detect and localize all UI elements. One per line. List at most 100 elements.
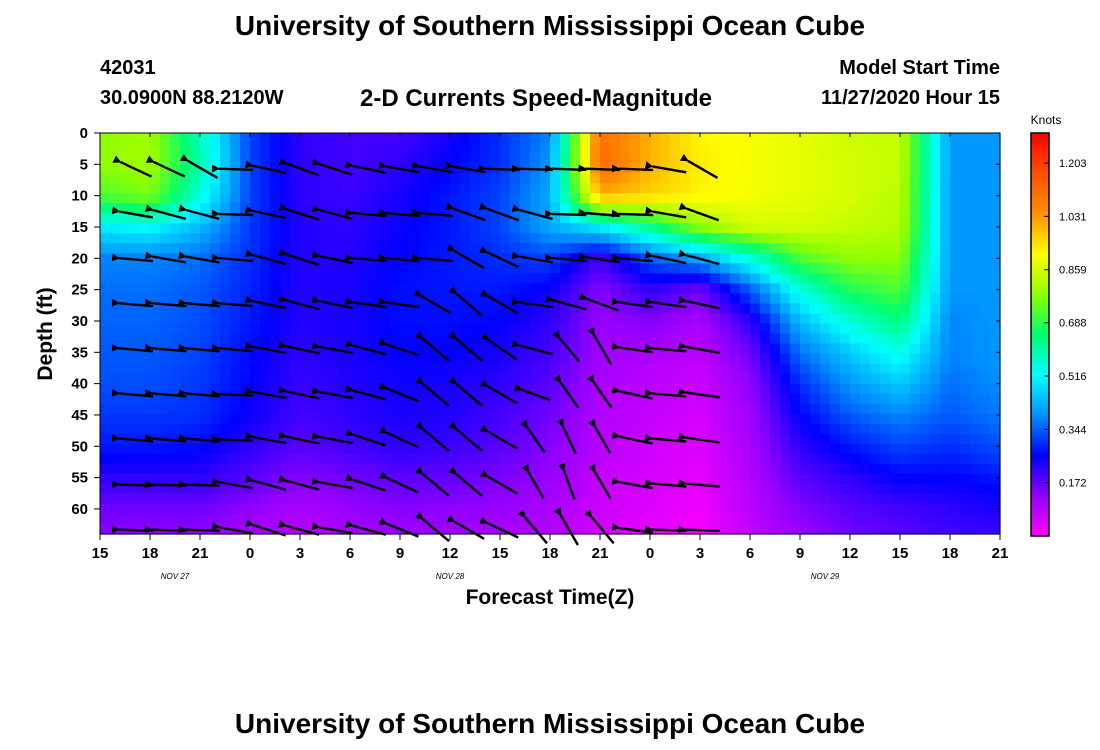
heat-cell [200,153,211,164]
heat-cell [410,503,421,515]
heat-cell [990,493,1001,505]
heat-cell [140,253,151,264]
heat-cell [320,313,331,325]
heat-cell [640,423,651,435]
heat-cell [780,353,791,365]
heat-cell [890,163,901,174]
heat-cell [380,403,391,415]
heat-cell [790,353,801,365]
heat-cell [990,163,1001,174]
heat-cell [460,263,471,274]
heat-cell [930,383,941,395]
heat-cell [780,293,791,305]
heat-cell [190,263,201,274]
heat-cell [630,393,641,405]
heat-cell [640,193,651,204]
heat-cell [700,493,711,505]
heat-cell [630,293,641,305]
heat-cell [950,343,961,355]
heat-cell [260,133,271,144]
heat-cell [780,463,791,475]
heat-cell [930,393,941,405]
heat-cell [670,493,681,505]
heat-cell [470,223,481,234]
heat-cell [430,473,441,485]
heat-cell [740,323,751,335]
heat-cell [160,413,171,425]
heat-cell [460,243,471,254]
heat-cell [430,413,441,425]
heat-cell [840,303,851,315]
heat-cell [900,213,911,224]
heat-cell [720,513,731,525]
x-axis-label: Forecast Time(Z) [466,586,635,609]
heat-cell [250,333,261,345]
heat-cell [360,353,371,365]
heat-cell [920,453,931,465]
heat-cell [540,193,551,204]
heat-cell [930,223,941,234]
heat-cell [420,483,431,495]
heat-cell [510,203,521,214]
heat-cell [380,143,391,154]
heat-cell [560,323,571,335]
heat-cell [810,503,821,515]
heat-cell [460,133,471,144]
heat-cell [360,403,371,415]
heat-cell [750,363,761,375]
heat-cell [820,233,831,244]
heat-cell [890,383,901,395]
heat-cell [780,443,791,455]
x-tick-label: 21 [192,545,209,562]
heat-cell [710,433,721,445]
heat-cell [410,443,421,455]
heat-cell [280,233,291,244]
heat-cell [550,343,561,355]
heat-cell [970,163,981,174]
heat-cell [760,343,771,355]
heat-cell [910,493,921,505]
heat-cell [720,453,731,465]
heat-cell [580,213,591,224]
heat-cell [310,323,321,335]
heat-cell [730,143,741,154]
heat-cell [370,313,381,325]
heat-cell [700,253,711,264]
heat-cell [120,333,131,345]
heat-cell [880,493,891,505]
heat-cell [150,153,161,164]
station-id: 42031 [100,57,156,79]
x-tick-label: 6 [746,545,754,562]
heat-cell [340,303,351,315]
heat-cell [400,233,411,244]
heat-cell [190,303,201,315]
heat-cell [230,203,241,214]
heat-cell [310,293,321,305]
heat-cell [900,173,911,184]
heat-cell [940,343,951,355]
heat-cell [300,313,311,325]
heat-cell [720,243,731,254]
heat-cell [470,323,481,335]
heat-cell [950,193,961,204]
heat-cell [140,443,151,455]
heat-cell [990,223,1001,234]
heat-cell [930,423,941,435]
heat-cell [420,503,431,515]
heat-cell [460,353,471,365]
heat-cell [960,483,971,495]
heat-cell [300,333,311,345]
heat-cell [260,303,271,315]
heat-cell [900,263,911,274]
heat-cell [340,193,351,204]
heat-cell [510,223,521,234]
heat-cell [230,473,241,485]
heat-cell [140,303,151,315]
heat-cell [590,513,601,525]
heat-cell [960,423,971,435]
heat-cell [940,133,951,144]
heat-cell [120,143,131,154]
heat-cell [250,163,261,174]
heat-cell [590,153,601,164]
heat-cell [500,313,511,325]
